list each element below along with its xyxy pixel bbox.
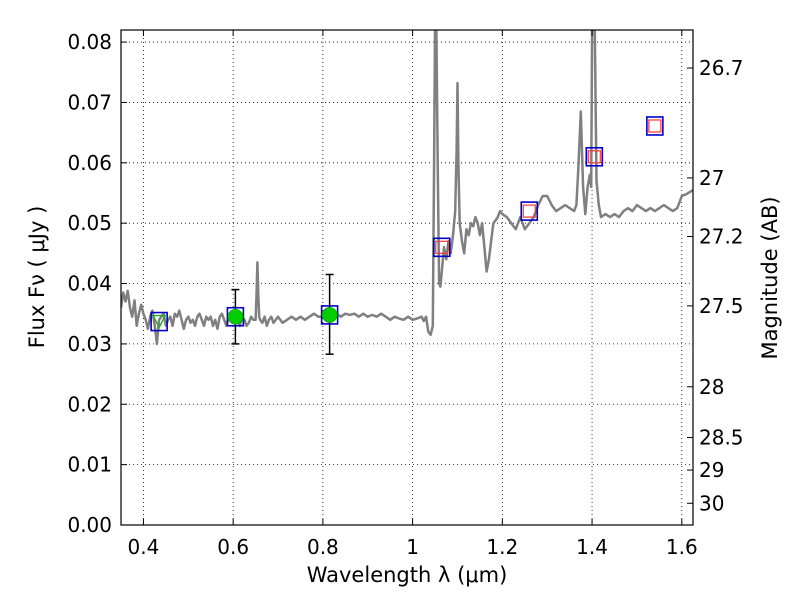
mag-tick-label: 27.5 xyxy=(699,294,744,318)
x-tick-label: 0.6 xyxy=(217,535,249,559)
model-photometry-square xyxy=(150,311,168,332)
x-axis-label: Wavelength λ (μm) xyxy=(307,563,508,587)
detection-point xyxy=(321,307,338,323)
markers-layer xyxy=(150,116,664,355)
spectrum-layer xyxy=(121,30,693,346)
y2-axis-label: Magnitude (AB) xyxy=(758,196,782,359)
model-photometry-square xyxy=(646,116,664,136)
mag-tick-label: 30 xyxy=(699,491,724,515)
mag-tick-label: 29 xyxy=(699,458,724,482)
mag-tick-label: 28.5 xyxy=(699,425,744,449)
x-tick-label: 1 xyxy=(406,535,419,559)
x-tick-label: 0.4 xyxy=(128,535,160,559)
mag-tick-label: 27 xyxy=(699,166,724,190)
plot-frame xyxy=(120,29,694,526)
y-tick-label: 0.06 xyxy=(67,151,112,175)
x-tick-label: 1.2 xyxy=(486,535,518,559)
spectrum-line xyxy=(121,30,693,346)
model-photometry-square xyxy=(432,237,451,258)
upper-limit-triangle xyxy=(152,314,167,330)
x-tick-label: 1.6 xyxy=(666,535,698,559)
nir-limit-square xyxy=(648,119,662,133)
grid-lines xyxy=(121,30,693,525)
model-photometry-square xyxy=(585,146,604,167)
mag-tick-label: 26.7 xyxy=(699,56,744,80)
y-tick-label: 0.00 xyxy=(67,513,112,537)
nir-limit-square xyxy=(522,204,536,218)
y-tick-label: 0.05 xyxy=(67,211,112,235)
x-tick-label: 0.8 xyxy=(307,535,339,559)
y-axis-label: Flux Fν ( μJy ) xyxy=(25,206,49,349)
ticks-layer: 0.4 0.6 0.8 1 1.2 1.4 1.6 0.00 0.01 0.02 0.03 0.04 0… xyxy=(67,30,744,559)
y-tick-label: 0.02 xyxy=(67,392,112,416)
mag-tick-label: 28 xyxy=(699,375,724,399)
mag-tick-label: 27.2 xyxy=(699,224,744,248)
y-tick-label: 0.03 xyxy=(67,332,112,356)
nir-limit-square xyxy=(435,240,449,254)
y-tick-label: 0.08 xyxy=(67,30,112,54)
detection-point xyxy=(227,308,244,325)
y-tick-label: 0.04 xyxy=(67,272,112,296)
nir-limit-square xyxy=(587,150,601,164)
y-tick-label: 0.07 xyxy=(67,90,112,114)
model-photometry-square xyxy=(520,201,539,221)
y-tick-label: 0.01 xyxy=(67,453,112,477)
x-tick-label: 1.4 xyxy=(576,535,608,559)
